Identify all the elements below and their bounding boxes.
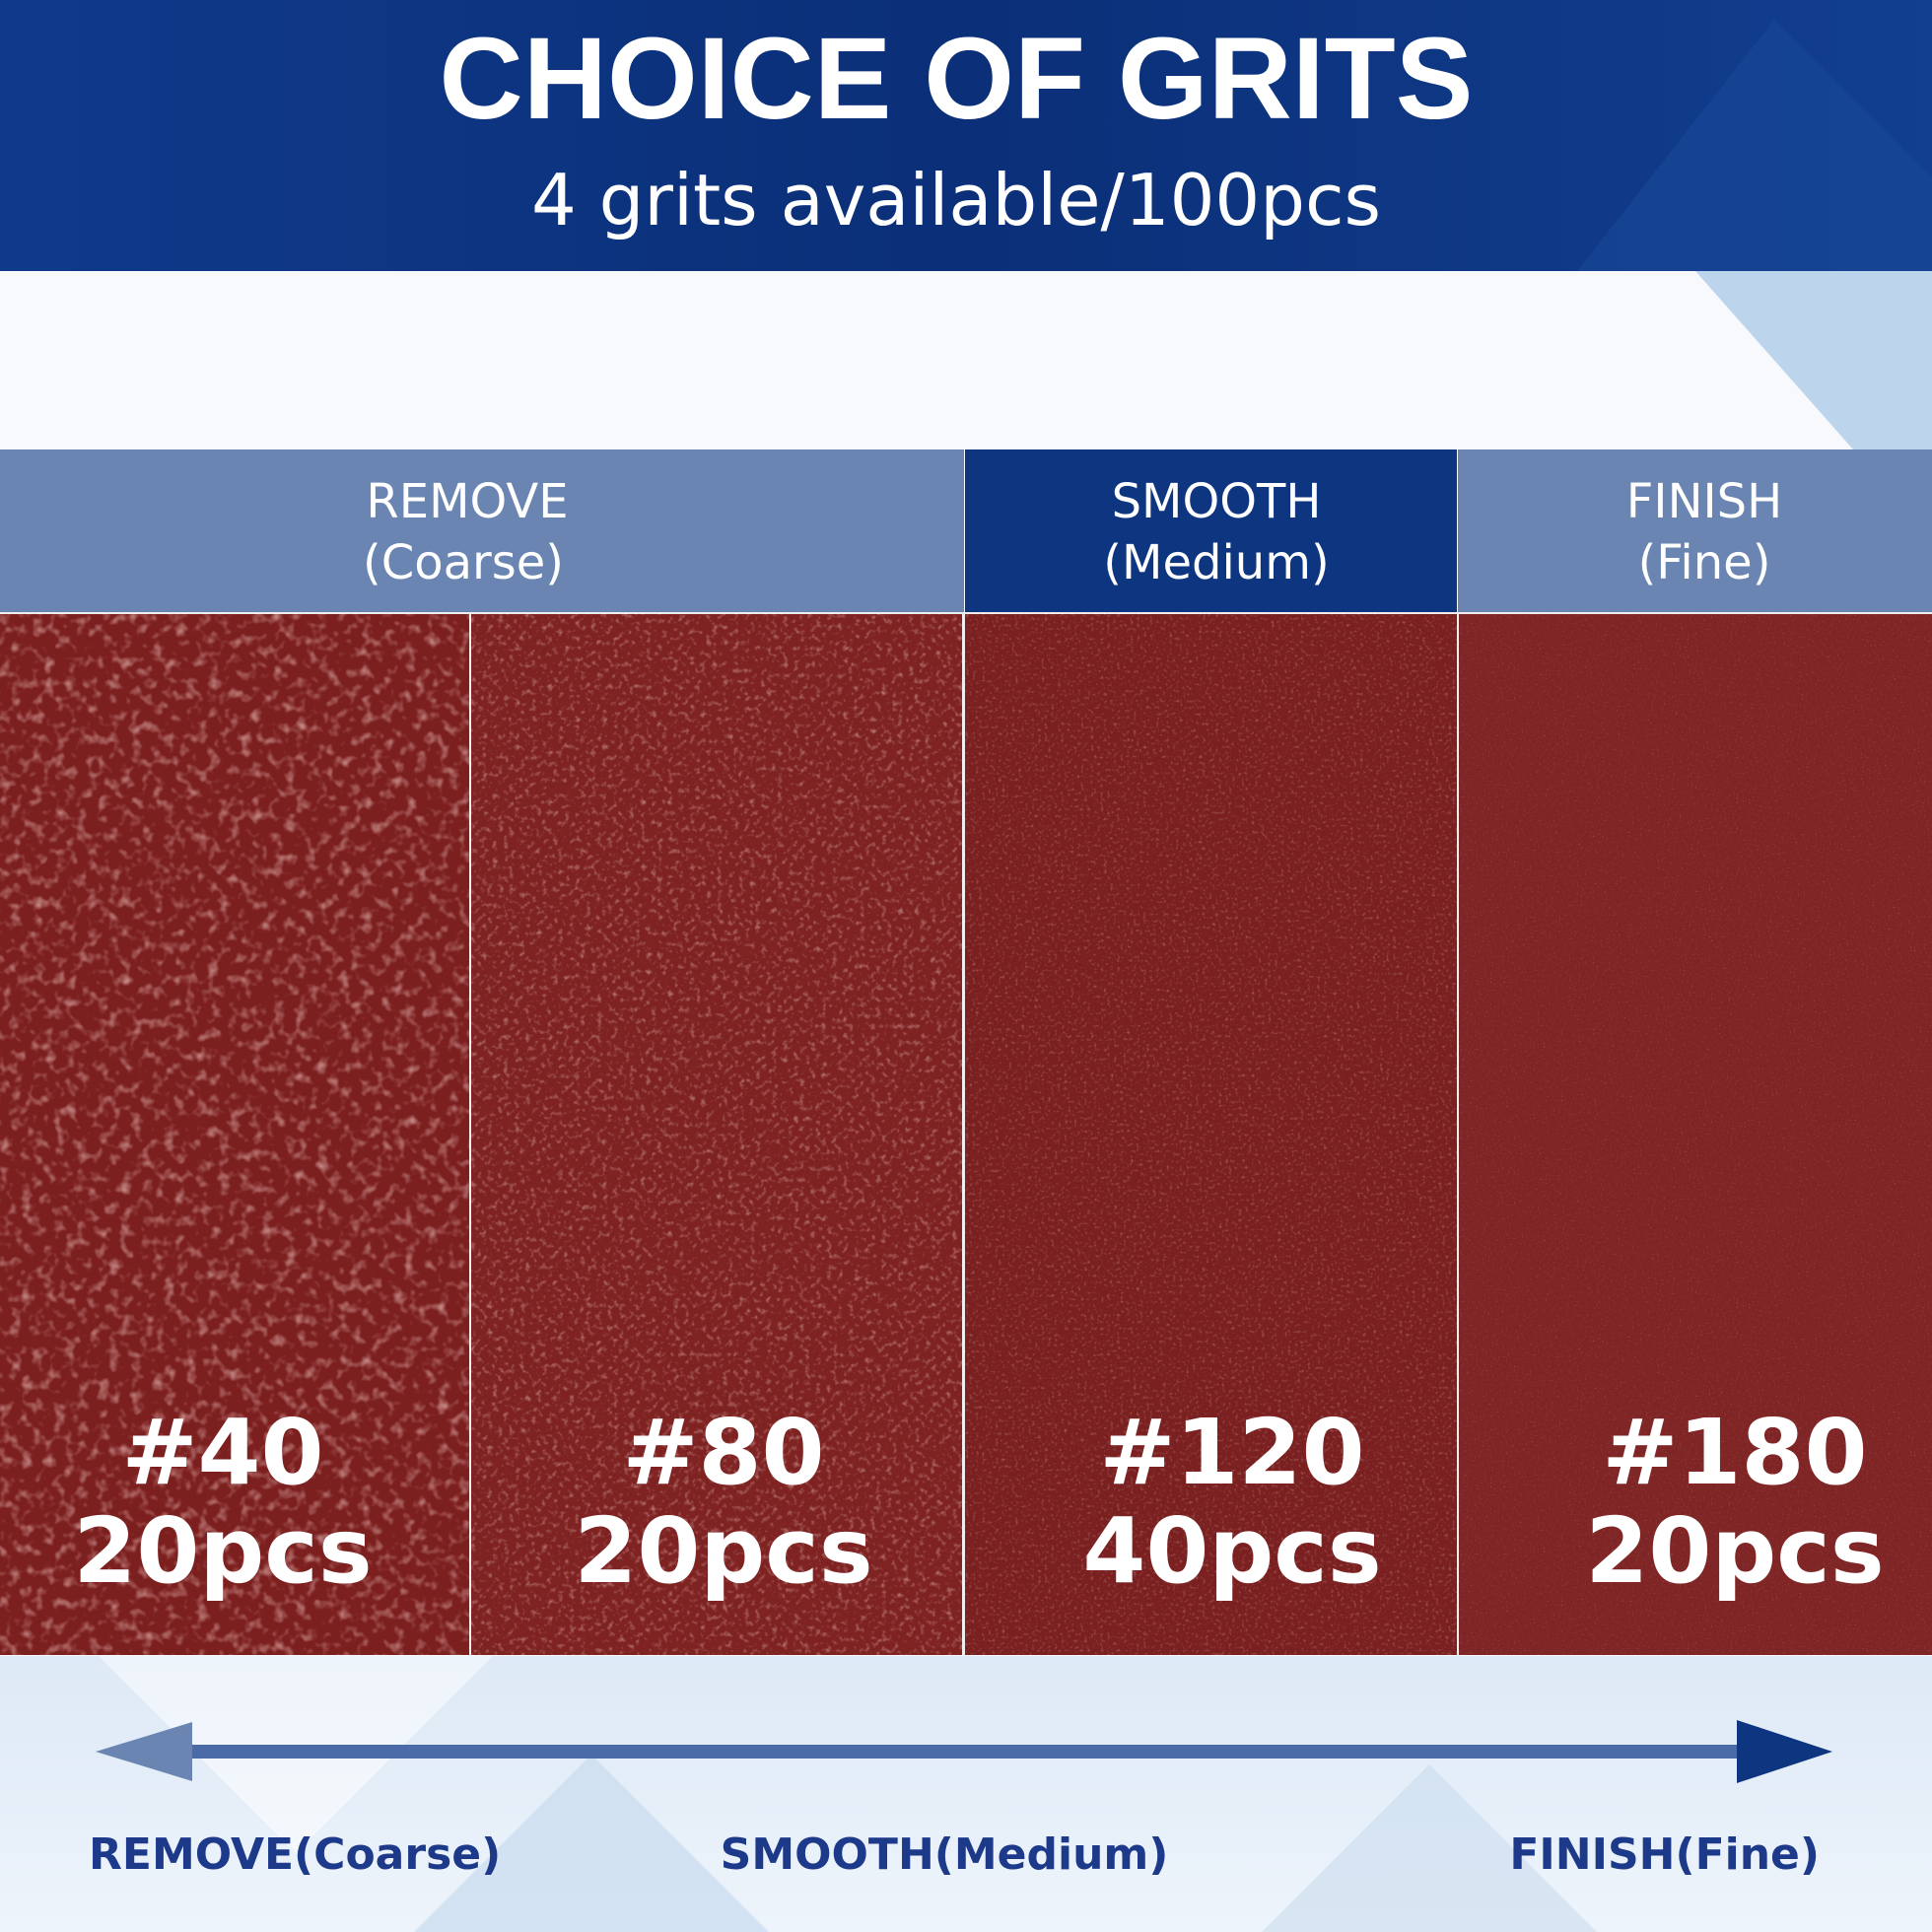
category-name: REMOVE <box>366 474 568 529</box>
panel <box>0 614 469 1655</box>
decor <box>1577 20 1932 271</box>
arrow-head <box>1737 1720 1832 1783</box>
count: 20pcs <box>574 1498 872 1604</box>
count: 40pcs <box>1082 1498 1381 1604</box>
scale-label: REMOVE(Coarse) <box>89 1829 501 1880</box>
grain <box>1459 614 1932 1655</box>
grit: #40 <box>121 1400 323 1505</box>
category-name: SMOOTH <box>1112 474 1322 529</box>
grit: #80 <box>622 1400 824 1505</box>
category-level: (Coarse) <box>363 535 564 590</box>
grit: #180 <box>1602 1400 1867 1505</box>
subtitle: 4 grits available/100pcs <box>531 159 1381 242</box>
category-header <box>0 449 964 612</box>
header-band <box>0 0 1932 271</box>
category-name: FINISH <box>1626 474 1782 529</box>
title: CHOICE OF GRITS <box>440 14 1474 144</box>
grain <box>471 614 962 1655</box>
decor <box>414 1755 769 1932</box>
count: 20pcs <box>1585 1498 1884 1604</box>
panel <box>965 614 1457 1655</box>
count: 20pcs <box>73 1498 372 1604</box>
category-level: (Medium) <box>1103 535 1329 590</box>
arrow-head <box>96 1722 192 1781</box>
panel <box>471 614 962 1655</box>
category-header <box>965 449 1457 612</box>
decor <box>1262 1764 1597 1932</box>
scale-label: SMOOTH(Medium) <box>721 1829 1169 1880</box>
grain <box>0 614 469 1655</box>
grain <box>965 614 1457 1655</box>
category-level: (Fine) <box>1638 535 1771 590</box>
decor <box>1695 271 1932 449</box>
panel <box>1459 614 1932 1655</box>
scale-label: FINISH(Fine) <box>1509 1829 1820 1880</box>
grit: #120 <box>1099 1400 1364 1505</box>
category-header <box>1458 449 1932 612</box>
